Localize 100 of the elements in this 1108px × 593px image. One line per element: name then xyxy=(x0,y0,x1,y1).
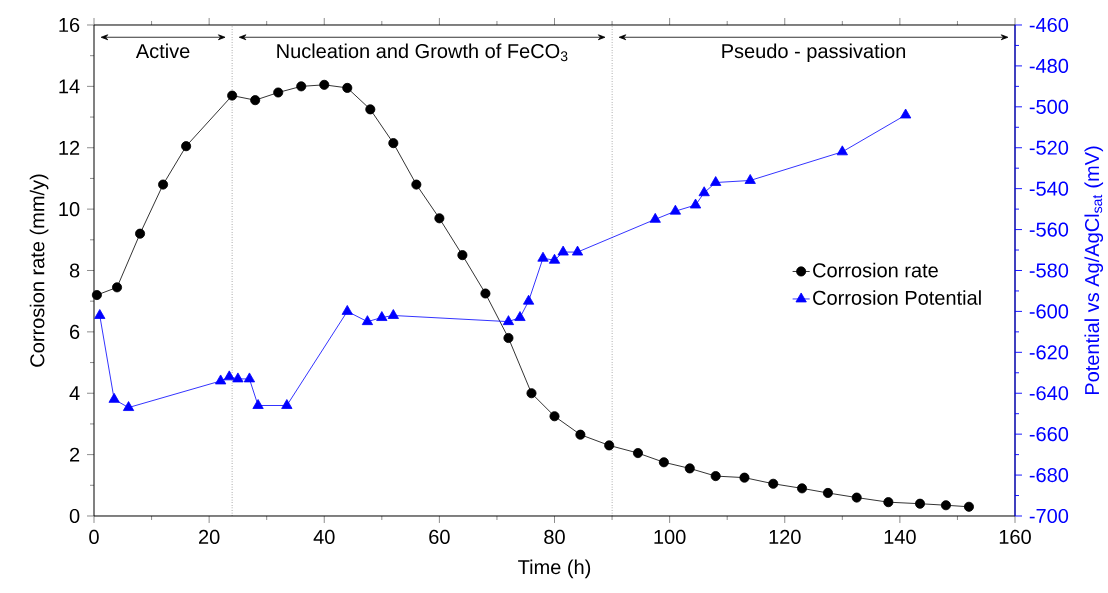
point xyxy=(215,374,227,385)
point xyxy=(181,141,192,152)
y2-tick-label: -460 xyxy=(1029,17,1069,33)
point xyxy=(575,429,586,440)
x-tick-label: 80 xyxy=(544,529,565,544)
y2-tick-label: -700 xyxy=(1029,508,1069,524)
point xyxy=(526,388,537,399)
point xyxy=(744,174,756,184)
y-axis-title: Corrosion rate (mm/y) xyxy=(29,174,49,367)
x-tick-label: 20 xyxy=(199,529,220,544)
point xyxy=(710,176,722,186)
annotation: Pseudo - passivation xyxy=(722,43,906,63)
point xyxy=(158,179,169,190)
point xyxy=(537,251,549,262)
x-axis-title: Time (h) xyxy=(518,559,591,579)
x-tick-label: 60 xyxy=(429,529,450,544)
point xyxy=(940,500,951,511)
point xyxy=(112,282,123,293)
annotation: Nucleation and Growth of FeCO$_{3}$ xyxy=(277,43,568,62)
x-tick-label: 0 xyxy=(89,529,99,544)
y2-tick-label: -640 xyxy=(1029,386,1069,401)
point xyxy=(361,315,374,326)
point xyxy=(900,108,912,119)
point xyxy=(797,483,808,494)
point xyxy=(514,311,526,321)
point xyxy=(250,95,261,106)
point xyxy=(684,463,695,474)
point xyxy=(94,309,106,319)
point xyxy=(243,372,256,383)
point xyxy=(122,401,135,411)
point xyxy=(232,372,244,383)
y-tick-label: 0 xyxy=(69,508,80,524)
point xyxy=(836,145,848,156)
point xyxy=(557,245,569,256)
y2-tick-label: -480 xyxy=(1029,58,1069,73)
point xyxy=(915,498,926,509)
point xyxy=(649,212,661,223)
point xyxy=(252,399,264,409)
annotation: Active xyxy=(135,43,190,59)
point xyxy=(571,245,584,256)
y-tick-label: 8 xyxy=(69,263,80,278)
y-tick-label: 14 xyxy=(59,79,80,94)
point xyxy=(319,79,330,90)
x-tick-label: 160 xyxy=(999,529,1031,544)
point xyxy=(457,250,468,261)
y2-tick-label: -520 xyxy=(1029,140,1069,155)
point xyxy=(135,228,146,239)
y-tick-label: 6 xyxy=(70,324,80,339)
point xyxy=(669,204,681,215)
y2-axis-title: Potential vs Ag/AgCl$_{sat}$ (mV) xyxy=(1084,146,1104,395)
point xyxy=(341,305,353,315)
point xyxy=(822,487,833,498)
point xyxy=(549,411,560,422)
point xyxy=(108,392,120,403)
y-tick-label: 10 xyxy=(59,202,80,217)
point xyxy=(523,294,535,305)
x-tick-label: 40 xyxy=(313,529,335,544)
point xyxy=(658,457,669,468)
point xyxy=(273,87,284,98)
y-tick-label: 16 xyxy=(59,17,80,33)
point xyxy=(739,472,750,483)
y-tick-label: 12 xyxy=(59,140,80,155)
legend-label: Corrosion Potential xyxy=(813,290,981,305)
point xyxy=(548,253,561,264)
point xyxy=(387,309,399,319)
y2-tick-label: -540 xyxy=(1029,181,1069,196)
y2-tick-label: -600 xyxy=(1029,304,1069,319)
point xyxy=(227,90,238,101)
y2-tick-label: -660 xyxy=(1029,427,1069,442)
x-tick-label: 100 xyxy=(654,529,686,544)
point xyxy=(91,290,102,301)
point xyxy=(963,501,974,512)
point xyxy=(768,478,779,489)
point xyxy=(851,492,862,503)
y2-tick-label: -500 xyxy=(1029,99,1069,114)
legend-label: Corrosion rate xyxy=(813,262,938,278)
x-tick-label: 120 xyxy=(769,529,801,544)
y2-tick-label: -680 xyxy=(1029,468,1069,483)
y2-tick-label: -580 xyxy=(1029,263,1069,278)
point xyxy=(223,370,235,381)
y2-tick-label: -560 xyxy=(1029,222,1069,237)
point xyxy=(604,440,615,451)
y2-tick-label: -620 xyxy=(1029,345,1069,360)
point xyxy=(365,104,376,115)
y-tick-label: 2 xyxy=(70,447,80,462)
point xyxy=(883,497,894,508)
point xyxy=(296,81,307,92)
point xyxy=(281,399,293,409)
point xyxy=(376,311,388,321)
point xyxy=(480,288,491,299)
point xyxy=(411,179,422,190)
y-tick-label: 4 xyxy=(69,386,80,401)
point xyxy=(698,186,710,197)
point xyxy=(710,471,721,482)
point xyxy=(502,315,515,326)
point xyxy=(503,333,514,343)
point xyxy=(342,82,353,93)
x-tick-label: 140 xyxy=(884,529,916,544)
point xyxy=(434,213,445,224)
point xyxy=(388,138,399,149)
